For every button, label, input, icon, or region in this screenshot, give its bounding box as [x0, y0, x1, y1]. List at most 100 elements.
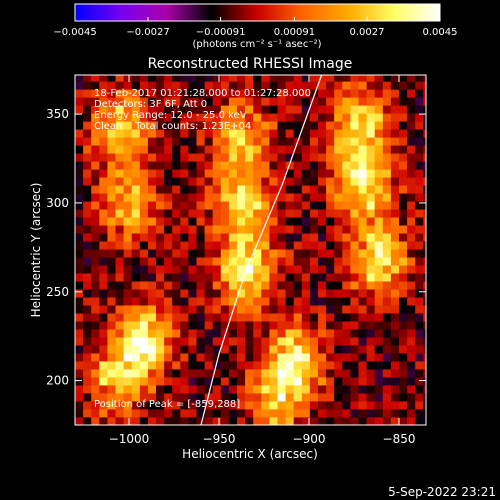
- heatmap-cell: [415, 161, 424, 170]
- heatmap-cell: [366, 377, 376, 386]
- heatmap-cell: [107, 121, 116, 130]
- heatmap-cell: [115, 121, 124, 130]
- heatmap-cell: [277, 161, 286, 170]
- heatmap-cell: [245, 385, 254, 394]
- heatmap-cell: [131, 345, 141, 354]
- heatmap-cell: [204, 209, 214, 218]
- heatmap-cell: [245, 145, 254, 154]
- heatmap-cell: [382, 105, 392, 114]
- heatmap-cell: [277, 121, 286, 130]
- heatmap-cell: [83, 105, 92, 114]
- heatmap-cell: [196, 361, 205, 370]
- heatmap-cell: [382, 113, 392, 122]
- heatmap-cell: [131, 209, 141, 218]
- heatmap-cell: [91, 169, 100, 178]
- heatmap-cell: [382, 249, 392, 258]
- heatmap-cell: [301, 169, 311, 178]
- heatmap-cell: [415, 153, 424, 162]
- heatmap-cell: [253, 241, 262, 250]
- heatmap-cell: [423, 241, 426, 250]
- heatmap-cell: [99, 169, 108, 178]
- heatmap-cell: [107, 201, 116, 210]
- heatmap-cell: [228, 361, 238, 370]
- heatmap-cell: [196, 305, 205, 314]
- heatmap-cell: [399, 185, 408, 194]
- heatmap-cell: [115, 401, 124, 410]
- heatmap-cell: [407, 305, 416, 314]
- heatmap-cell: [139, 257, 149, 266]
- heatmap-cell: [180, 409, 189, 418]
- heatmap-cell: [91, 353, 100, 362]
- heatmap-cell: [172, 313, 181, 322]
- heatmap-cell: [172, 265, 181, 274]
- heatmap-cell: [123, 137, 133, 146]
- heatmap-cell: [115, 217, 124, 226]
- heatmap-cell: [293, 417, 303, 425]
- colorbar-tick-label-1: −0.0027: [126, 27, 169, 38]
- heatmap-cell: [139, 409, 149, 418]
- heatmap-cell: [123, 89, 133, 98]
- heatmap-cell: [196, 169, 205, 178]
- heatmap-cell: [212, 161, 222, 170]
- heatmap-cell: [374, 385, 384, 394]
- heatmap-cell: [123, 105, 133, 114]
- heatmap-cell: [342, 281, 351, 290]
- heatmap-cell: [123, 217, 133, 226]
- heatmap-cell: [423, 105, 426, 114]
- heatmap-cell: [228, 193, 238, 202]
- heatmap-cell: [277, 97, 286, 106]
- heatmap-cell: [318, 289, 327, 298]
- heatmap-cell: [147, 193, 157, 202]
- heatmap-cell: [91, 369, 100, 378]
- heatmap-cell: [358, 209, 367, 218]
- heatmap-cell: [366, 241, 376, 250]
- heatmap-cell: [172, 297, 181, 306]
- heatmap-cell: [172, 329, 181, 338]
- heatmap-cell: [220, 201, 230, 210]
- heatmap-cell: [83, 217, 92, 226]
- heatmap-cell: [220, 177, 230, 186]
- heatmap-cell: [75, 289, 84, 298]
- heatmap-cell: [139, 225, 149, 234]
- heatmap-cell: [390, 161, 400, 170]
- heatmap-cell: [366, 153, 376, 162]
- heatmap-cell: [131, 417, 141, 425]
- heatmap-cell: [147, 241, 157, 250]
- heatmap-cell: [131, 409, 141, 418]
- heatmap-cell: [99, 145, 108, 154]
- heatmap-cell: [220, 153, 230, 162]
- heatmap-cell: [228, 409, 238, 418]
- heatmap-cell: [366, 337, 376, 346]
- heatmap-cell: [204, 97, 214, 106]
- heatmap-cell: [204, 145, 214, 154]
- heatmap-cell: [75, 353, 84, 362]
- heatmap-cell: [115, 233, 124, 242]
- heatmap-cell: [318, 81, 327, 90]
- heatmap-cell: [261, 369, 270, 378]
- heatmap-cell: [269, 233, 278, 242]
- heatmap-cell: [204, 161, 214, 170]
- heatmap-cell: [107, 161, 116, 170]
- heatmap-cell: [358, 75, 367, 82]
- heatmap-cell: [115, 185, 124, 194]
- heatmap-cell: [399, 409, 408, 418]
- heatmap-cell: [204, 345, 214, 354]
- heatmap-cell: [164, 265, 173, 274]
- heatmap-cell: [83, 321, 92, 330]
- heatmap-cell: [107, 257, 116, 266]
- heatmap-cell: [390, 369, 400, 378]
- heatmap-cell: [334, 345, 343, 354]
- heatmap-cell: [399, 217, 408, 226]
- heatmap-cell: [237, 361, 246, 370]
- heatmap-cell: [196, 121, 205, 130]
- heatmap-cell: [107, 153, 116, 162]
- heatmap-cell: [374, 185, 384, 194]
- heatmap-cell: [374, 193, 384, 202]
- heatmap-cell: [269, 89, 278, 98]
- heatmap-cell: [75, 265, 84, 274]
- heatmap-cell: [123, 361, 133, 370]
- heatmap-cell: [285, 75, 295, 82]
- heatmap-cell: [334, 393, 343, 402]
- heatmap-cell: [131, 273, 141, 282]
